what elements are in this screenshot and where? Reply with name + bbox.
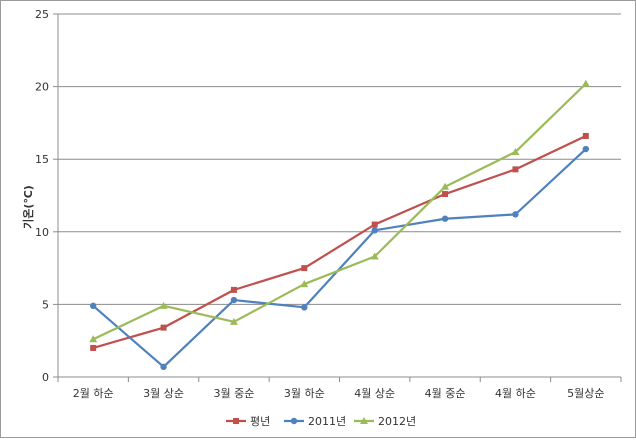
data-point — [90, 344, 97, 351]
data-point — [512, 211, 519, 218]
y-tick-label: 10 — [35, 226, 49, 239]
legend-item: 2011년 — [284, 415, 346, 428]
legend-item: 2012년 — [354, 415, 416, 428]
x-tick-label: 4월 중순 — [425, 387, 466, 400]
legend-marker — [360, 417, 368, 424]
data-point — [301, 304, 308, 311]
series-1 — [89, 145, 590, 371]
gridlines — [58, 13, 621, 305]
data-point — [371, 221, 378, 228]
x-tick-label: 2월 하순 — [73, 386, 114, 400]
data-point — [582, 145, 590, 153]
series-line — [92, 148, 587, 368]
legend-marker — [233, 418, 239, 424]
x-tick-label: 3월 하순 — [284, 386, 325, 400]
series-line — [92, 134, 587, 350]
data-point — [371, 227, 378, 234]
data-point — [230, 296, 238, 304]
data-point — [442, 191, 449, 198]
y-tick-label: 15 — [35, 153, 49, 166]
data-point — [159, 301, 168, 309]
data-point — [89, 302, 97, 310]
y-tick-label: 5 — [42, 298, 49, 311]
y-axis-label: 기온(℃) — [21, 185, 35, 229]
legend-label: 2012년 — [378, 415, 416, 428]
series-2 — [89, 79, 590, 343]
data-point — [582, 132, 589, 139]
data-point — [300, 280, 309, 288]
data-point — [512, 166, 519, 173]
data-point — [160, 363, 167, 371]
data-point — [160, 324, 167, 331]
data-point — [581, 79, 590, 87]
data-point — [511, 147, 520, 155]
data-point — [89, 335, 98, 343]
x-tick-label: 4월 상순 — [354, 387, 395, 400]
x-tick-label: 3월 중순 — [214, 387, 255, 400]
y-tick-label: 25 — [35, 8, 49, 21]
legend-label: 평년 — [250, 415, 270, 428]
data-point — [301, 265, 308, 272]
data-point — [370, 252, 379, 260]
legend-marker — [290, 417, 298, 425]
y-tick-label: 20 — [35, 81, 49, 94]
data-point — [230, 286, 237, 293]
x-tick-label: 5월상순 — [567, 387, 604, 400]
data-point — [441, 182, 450, 190]
legend: 평년 2011년 2012년 — [226, 415, 416, 428]
axes — [53, 13, 622, 382]
x-tick-label: 3월 상순 — [143, 387, 184, 400]
series-0 — [90, 132, 589, 351]
series-lines — [89, 79, 590, 371]
data-point — [441, 215, 449, 222]
x-tick-label: 4월 하순 — [495, 386, 536, 400]
series-line — [92, 82, 587, 341]
legend-label: 2011년 — [308, 415, 346, 428]
data-point — [229, 317, 238, 325]
y-tick-labels: 0 5 10 15 20 25 — [35, 8, 49, 384]
legend-item: 평년 — [226, 415, 270, 428]
y-tick-label: 0 — [42, 371, 49, 384]
x-tick-labels: 2월 하순 3월 상순 3월 중순 3월 하순 4월 상순 4월 중순 4월 하순 5월상순 — [73, 386, 605, 400]
